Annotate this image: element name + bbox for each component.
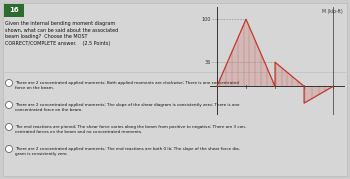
Polygon shape: [304, 86, 333, 103]
Text: There are 2 concentrated applied moments; The end reactions are both 0 lb; The s: There are 2 concentrated applied moments…: [15, 147, 240, 156]
Text: Given the internal bending moment diagram
shown, what can be said about the asso: Given the internal bending moment diagra…: [5, 21, 118, 46]
Text: 16: 16: [9, 8, 19, 13]
FancyBboxPatch shape: [3, 3, 347, 176]
Polygon shape: [275, 62, 304, 86]
Circle shape: [6, 124, 13, 130]
Text: There are 2 concentrated applied moments; The slope of the shear diagram is cons: There are 2 concentrated applied moments…: [15, 103, 239, 112]
Circle shape: [6, 79, 13, 86]
Text: 36: 36: [205, 60, 211, 65]
Text: There are 2 concentrated applied moments; Both applied moments are clockwise; Th: There are 2 concentrated applied moments…: [15, 81, 239, 90]
Circle shape: [6, 101, 13, 108]
Circle shape: [6, 146, 13, 153]
Text: The end reactions are pinned; The shear force varies along the beam from positiv: The end reactions are pinned; The shear …: [15, 125, 246, 134]
FancyBboxPatch shape: [4, 4, 24, 17]
Text: M (kip-ft): M (kip-ft): [322, 9, 342, 14]
Text: 100: 100: [202, 17, 211, 22]
Polygon shape: [217, 19, 275, 86]
